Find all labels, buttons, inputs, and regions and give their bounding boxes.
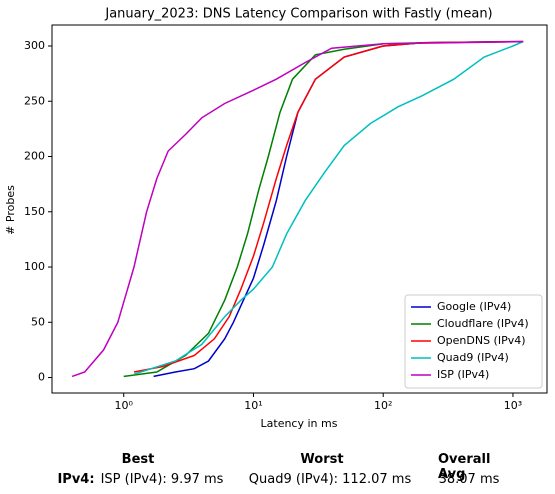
- legend-label: ISP (IPv4): [437, 368, 489, 381]
- y-tick-label: 200: [24, 150, 45, 163]
- legend-label: OpenDNS (IPv4): [437, 334, 526, 347]
- legend-label: Quad9 (IPv4): [437, 351, 509, 364]
- series-line: [71, 40, 524, 378]
- series-line: [133, 40, 524, 373]
- cell-avg: 38.07 ms: [438, 472, 500, 487]
- x-tick-label: 10³: [504, 399, 522, 412]
- y-tick-label: 0: [38, 371, 45, 384]
- x-tick-label: 10⁰: [115, 399, 134, 412]
- y-tick-label: 100: [24, 260, 45, 273]
- y-tick-label: 50: [31, 315, 45, 328]
- cell-worst: Quad9 (IPv4): 112.07 ms: [248, 472, 412, 487]
- x-tick-label: 10¹: [244, 399, 262, 412]
- series-line: [133, 40, 524, 375]
- series-line: [123, 40, 524, 378]
- cell-best: ISP (IPv4): 9.97 ms: [100, 472, 224, 487]
- x-tick-label: 10²: [374, 399, 392, 412]
- header-best: Best: [121, 452, 155, 467]
- y-tick-label: 250: [24, 94, 45, 107]
- legend-box: [404, 294, 543, 389]
- y-axis-label: # Probes: [4, 185, 17, 235]
- x-axis-label: Latency in ms: [261, 417, 338, 430]
- legend-label: Google (IPv4): [437, 300, 511, 313]
- y-tick-label: 150: [24, 205, 45, 218]
- y-tick-label: 300: [24, 39, 45, 52]
- legend-label: Cloudflare (IPv4): [437, 317, 529, 330]
- row-label: IPv4:: [57, 472, 95, 487]
- plot-frame: [51, 24, 548, 394]
- header-worst: Worst: [300, 452, 344, 467]
- header-avg: Overall Avg: [438, 452, 491, 482]
- chart: January_2023: DNS Latency Comparison wit…: [4, 7, 548, 430]
- chart-title: January_2023: DNS Latency Comparison wit…: [104, 7, 492, 22]
